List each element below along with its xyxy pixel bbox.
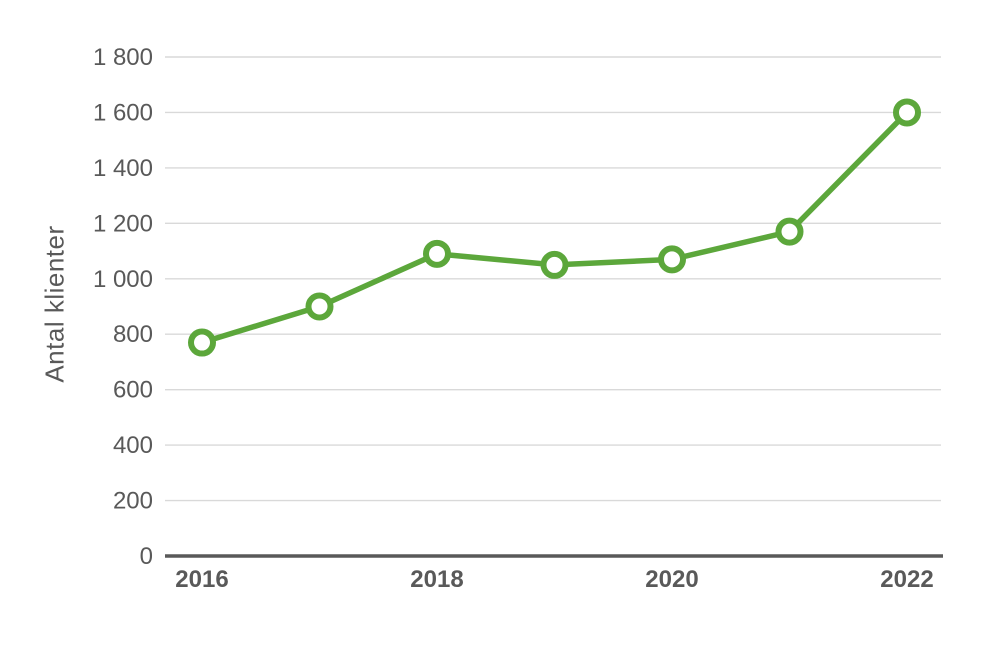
data-point-2022 [893, 98, 921, 127]
y-tick-label: 400 [113, 432, 153, 459]
data-point-2016 [188, 328, 216, 357]
y-tick-label: 1 000 [93, 266, 153, 293]
x-tick-label-2016: 2016 [175, 566, 228, 593]
y-tick-label: 600 [113, 377, 153, 404]
data-point-2017 [305, 292, 334, 321]
x-tick-label-2020: 2020 [645, 566, 698, 593]
x-tick-label-2018: 2018 [410, 566, 463, 593]
data-point-2019 [540, 250, 569, 279]
x-tick-label-2022: 2022 [880, 566, 933, 593]
y-tick-label: 800 [113, 321, 153, 348]
data-point-2021 [775, 217, 804, 246]
y-tick-label: 1 600 [93, 99, 153, 126]
y-tick-label: 1 800 [93, 44, 153, 71]
data-point-2018 [423, 239, 451, 268]
y-axis-title: Antal klienter [39, 225, 70, 383]
y-tick-label: 1 400 [93, 155, 153, 182]
y-tick-label: 200 [113, 488, 153, 515]
y-tick-label: 0 [140, 543, 153, 570]
data-point-2020 [658, 245, 686, 274]
y-tick-label: 1 200 [93, 210, 153, 237]
